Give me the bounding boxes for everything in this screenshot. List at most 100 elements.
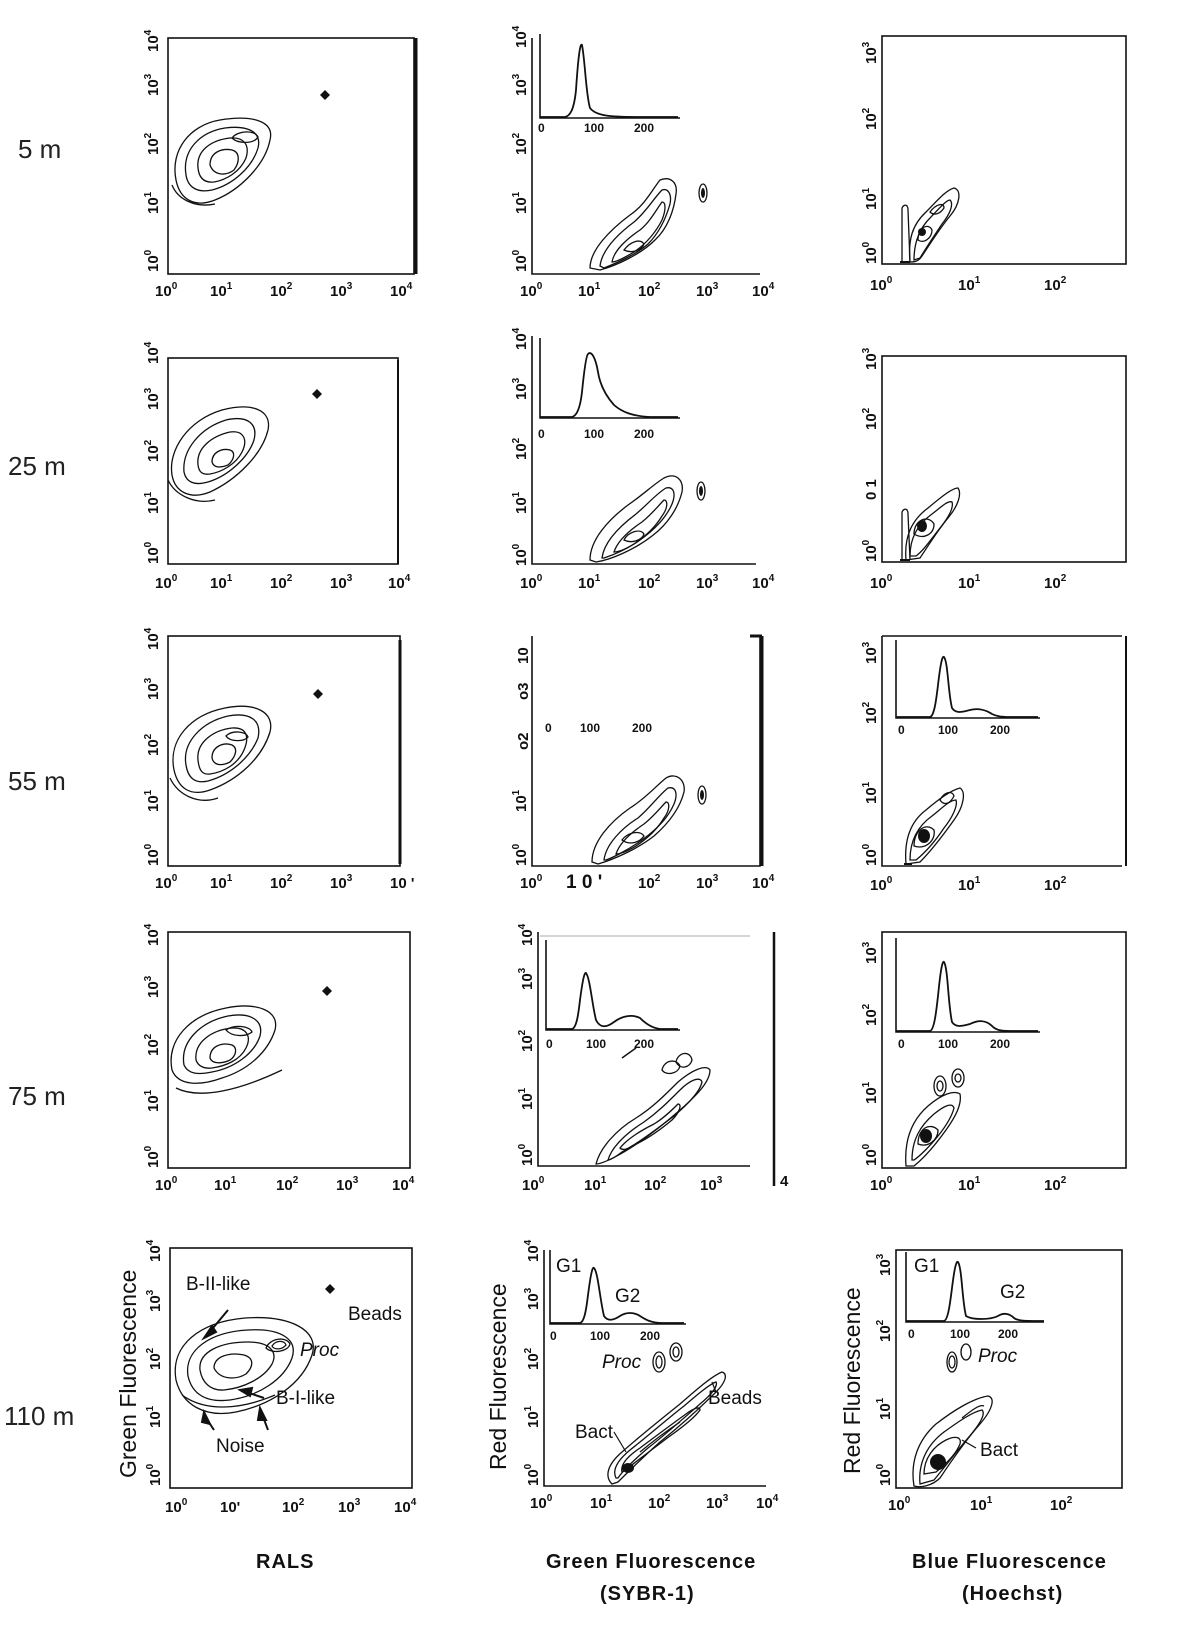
col3-axis-ticks: 100 101 102 100 101 102 100 101 102 100 101 102 … — [861, 41, 1073, 1514]
svg-text:102: 102 — [638, 573, 661, 592]
svg-text:104: 104 — [388, 573, 411, 592]
panel-rals-25m — [167, 357, 399, 565]
rals-y-ticks-row5: 100 101 102 103 104 — [145, 1239, 164, 1486]
svg-text:100: 100 — [520, 281, 543, 300]
svg-text:101: 101 — [511, 491, 530, 514]
svg-text:104: 104 — [143, 29, 162, 52]
svg-text:102: 102 — [145, 1347, 164, 1370]
depth-label-25m: 25 m — [8, 451, 66, 481]
contour-plot — [167, 406, 270, 502]
contour-plot — [912, 1343, 993, 1488]
svg-text:103: 103 — [143, 73, 162, 96]
xlabel-sybr: (SYBR-1) — [600, 1583, 695, 1605]
svg-text:100: 100 — [511, 843, 530, 866]
depth-label-5m: 5 m — [18, 134, 61, 164]
svg-text:102: 102 — [638, 281, 661, 300]
svg-text:103: 103 — [511, 73, 530, 96]
contour-plot — [900, 487, 961, 561]
svg-text:101: 101 — [958, 275, 981, 294]
panel-blue-75m: 0 100 200 — [881, 931, 1127, 1169]
svg-text:103: 103 — [861, 347, 880, 370]
svg-text:100: 100 — [523, 1463, 542, 1486]
inset-histogram: 0 100 200 — [895, 938, 1040, 1051]
svg-text:101: 101 — [210, 873, 233, 892]
panel-blue-5m — [881, 35, 1127, 265]
svg-text:100: 100 — [143, 249, 162, 272]
svg-text:100: 100 — [155, 1175, 178, 1194]
svg-text:100: 100 — [586, 1037, 606, 1051]
svg-text:102: 102 — [1044, 875, 1067, 894]
svg-text:104: 104 — [756, 1493, 779, 1512]
svg-text:101: 101 — [578, 573, 601, 592]
green-x-ticks-row1: 100 101 102 103 104 — [520, 281, 775, 300]
svg-text:100: 100 — [511, 543, 530, 566]
svg-text:101: 101 — [143, 191, 162, 214]
panel-rals-75m — [167, 931, 411, 1169]
green-y-ticks-row5: 100 101 102 103 104 — [523, 1239, 542, 1486]
contour-plot — [595, 1047, 711, 1165]
svg-text:o3: o3 — [515, 682, 532, 700]
svg-text:104: 104 — [145, 1239, 164, 1262]
beads-dot — [325, 1284, 335, 1294]
svg-text:102: 102 — [517, 1029, 536, 1052]
green-y-ticks-row4: 100 101 102 103 104 — [517, 923, 536, 1166]
svg-text:103: 103 — [330, 281, 353, 300]
svg-text:103: 103 — [875, 1253, 894, 1276]
svg-text:100: 100 — [861, 241, 880, 264]
svg-text:102: 102 — [861, 407, 880, 430]
green-x-ticks-row3: 100 1 0 ' 102 103 104 — [520, 872, 775, 893]
svg-text:200: 200 — [990, 1037, 1010, 1051]
svg-text:0: 0 — [908, 1327, 915, 1341]
svg-text:102: 102 — [648, 1493, 671, 1512]
svg-text:104: 104 — [752, 573, 775, 592]
green-x-ticks-row5: 100 101 102 103 104 — [530, 1493, 779, 1512]
svg-text:102: 102 — [511, 437, 530, 460]
annotation-arrows — [200, 1309, 269, 1431]
svg-text:103: 103 — [523, 1287, 542, 1310]
svg-text:103: 103 — [706, 1493, 729, 1512]
label-bact: Bact — [575, 1422, 614, 1443]
svg-text:0: 0 — [898, 723, 905, 737]
panel-blue-110m: 0 100 200 G1 G2 Proc Bact — [895, 1249, 1123, 1489]
svg-text:100: 100 — [938, 723, 958, 737]
rals-x-ticks-row4: 100 101 102 103 104 — [155, 1175, 415, 1194]
svg-text:200: 200 — [634, 1037, 654, 1051]
svg-text:100: 100 — [861, 539, 880, 562]
svg-text:100: 100 — [155, 281, 178, 300]
svg-text:200: 200 — [998, 1327, 1018, 1341]
col2-axis-ticks: 100 101 102 103 104 100 101 102 103 104 100 1 0 '… — [511, 25, 779, 1512]
ylabel-red-fluorescence-col2: Red Fluorescence — [485, 1283, 511, 1470]
label-b-ii-like: B-II-like — [186, 1274, 250, 1295]
svg-text:100: 100 — [165, 1497, 188, 1516]
blue-x-ticks-row2: 100 101 102 — [870, 573, 1067, 592]
panel-rals-55m — [167, 635, 402, 867]
svg-text:102: 102 — [143, 132, 162, 155]
beads-dot — [313, 689, 323, 699]
depth-labels: 5 m 25 m 55 m 75 m 110 m — [4, 134, 74, 1431]
beads-dot — [320, 90, 330, 100]
svg-text:0: 0 — [550, 1329, 557, 1343]
svg-text:101: 101 — [511, 191, 530, 214]
blue-y-ticks-row5: 100 101 102 103 — [875, 1253, 894, 1486]
contour-plot — [174, 1316, 314, 1415]
svg-text:101: 101 — [143, 789, 162, 812]
svg-text:103: 103 — [145, 1289, 164, 1312]
svg-text:o2: o2 — [515, 732, 532, 750]
svg-text:103: 103 — [861, 41, 880, 64]
blue-y-ticks-row4: 100 101 102 103 — [861, 941, 880, 1166]
xlabel-green-fluorescence: Green Fluorescence — [546, 1551, 756, 1573]
panel-green-25m: 0 100 200 — [531, 336, 756, 565]
svg-text:0: 0 — [538, 427, 545, 441]
svg-text:103: 103 — [143, 677, 162, 700]
label-proc: Proc — [602, 1352, 642, 1373]
svg-text:100: 100 — [870, 275, 893, 294]
svg-text:103: 103 — [511, 377, 530, 400]
panel-blue-55m: 0 100 200 — [881, 635, 1127, 867]
panel-green-5m: 0 100 200 — [531, 34, 760, 275]
svg-text:100: 100 — [950, 1327, 970, 1341]
xlabel-blue-fluorescence: Blue Fluorescence — [912, 1551, 1107, 1573]
svg-text:102: 102 — [638, 873, 661, 892]
rals-x-ticks-row3: 100 101 102 103 10 ' — [155, 873, 414, 892]
label-g1: G1 — [914, 1256, 939, 1277]
svg-text:104: 104 — [394, 1497, 417, 1516]
